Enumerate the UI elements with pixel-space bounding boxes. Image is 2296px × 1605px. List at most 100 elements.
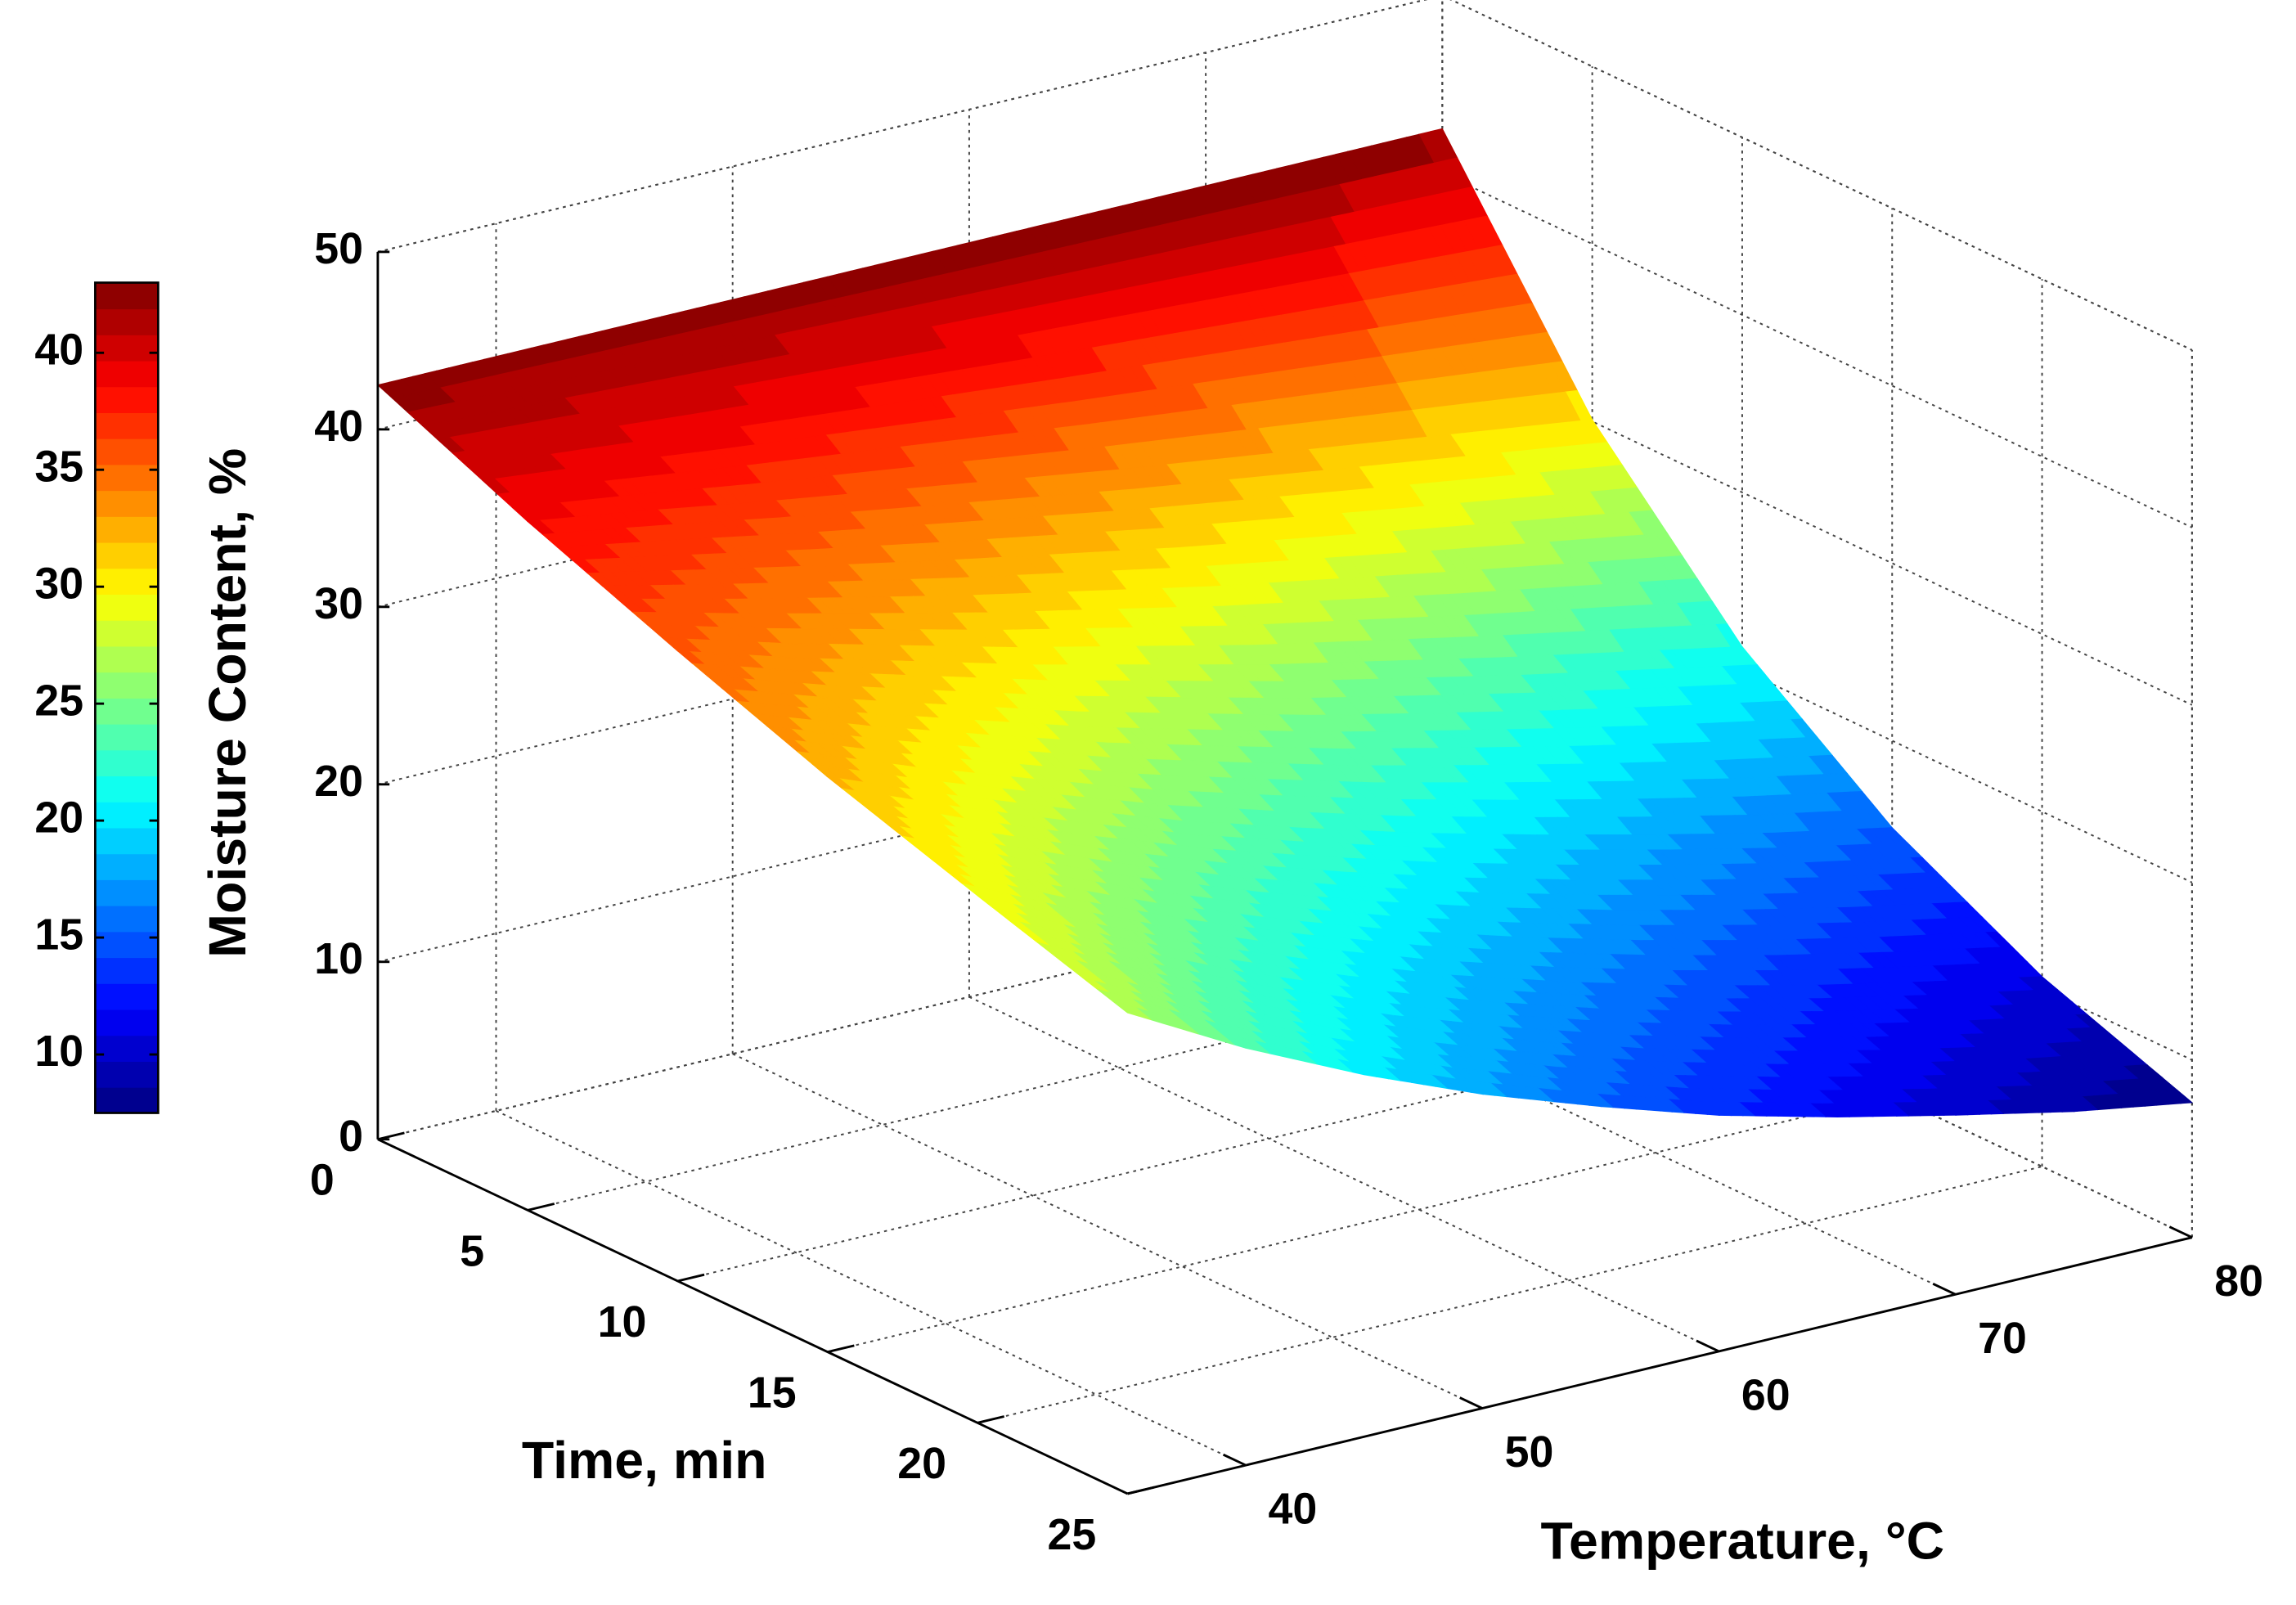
colorbar-band — [95, 619, 159, 647]
z-tick-label: 0 — [339, 1112, 363, 1161]
colorbar-tick-label: 10 — [34, 1027, 83, 1076]
z-axis-title: Moisture Content, % — [198, 448, 257, 958]
x-tick — [827, 1344, 855, 1354]
x-axis — [377, 1138, 1129, 1495]
surface-cell — [1031, 664, 1302, 829]
x-tick — [677, 1273, 705, 1283]
y-tick-label: 60 — [1741, 1370, 1791, 1419]
z-tick-label: 50 — [314, 224, 363, 273]
surface-cell — [1504, 651, 1775, 836]
surface-cell — [825, 776, 1097, 925]
colorbar-band — [95, 542, 159, 569]
colorbar-band — [95, 645, 159, 673]
z-tick-label: 30 — [314, 579, 363, 628]
surface-facet — [1112, 1000, 1140, 1017]
y-tick-label: 40 — [1268, 1485, 1317, 1534]
surface-cell — [1773, 827, 2043, 983]
surface-cell — [1355, 431, 1625, 659]
colorbar-band — [95, 698, 159, 725]
colorbar-band — [95, 853, 159, 880]
colorbar-band — [95, 776, 159, 802]
colorbar-band — [95, 723, 159, 751]
colorbar-band — [95, 801, 159, 829]
colorbar-band — [95, 1009, 159, 1036]
colorbar-band — [95, 568, 159, 596]
y-axis-title: Temperature, °C — [1540, 1512, 1944, 1571]
surface-cell — [977, 895, 1247, 1049]
grid-line — [977, 1166, 2042, 1424]
surface-cell — [1804, 981, 2075, 1116]
y-axis — [1127, 1236, 2193, 1495]
colorbar-band — [95, 827, 159, 855]
surface-cell — [645, 501, 915, 663]
grid-line — [1441, 882, 2193, 1239]
surface-cell — [1118, 456, 1389, 666]
colorbar-band — [95, 464, 159, 492]
grid-line — [496, 1110, 1247, 1467]
colorbar-tick-label: 25 — [34, 676, 83, 725]
colorbar-band — [95, 308, 159, 335]
surface-cell — [1473, 419, 1743, 653]
surface-cell — [1063, 807, 1334, 964]
surface-cell — [1331, 962, 1602, 1108]
surface-cell — [1536, 834, 1807, 987]
surface-cell — [676, 650, 948, 796]
colorbar-band — [95, 931, 159, 959]
y-tick — [1932, 1282, 1957, 1296]
colorbar-band — [95, 957, 159, 984]
z-tick-label: 10 — [314, 934, 363, 983]
colorbar-band — [95, 282, 159, 310]
x-tick — [527, 1203, 555, 1212]
grid-line — [1441, 349, 2193, 706]
x-tick-label: 10 — [598, 1297, 647, 1346]
x-axis-title: Time, min — [522, 1431, 767, 1490]
colorbar-tick-label: 20 — [34, 793, 83, 842]
surface-cell — [1623, 646, 1894, 834]
surface-cell — [1922, 976, 2194, 1113]
colorbar-band — [95, 672, 159, 699]
surface-cell — [495, 327, 766, 511]
surface-cell — [944, 794, 1216, 948]
surface-cell — [376, 356, 647, 523]
colorbar-band — [95, 905, 159, 933]
colorbar-band — [95, 982, 159, 1010]
surface-cell — [1449, 974, 1721, 1116]
surface-cell — [1205, 156, 1475, 446]
y-tick — [1696, 1339, 1720, 1353]
x-tick-label: 15 — [748, 1369, 797, 1418]
colorbar-band — [95, 1061, 159, 1088]
surface-cell — [968, 214, 1238, 470]
x-tick — [377, 1131, 405, 1141]
surface-cell — [763, 490, 1034, 666]
surface-cell — [1323, 128, 1593, 433]
colorbar-band — [95, 360, 159, 388]
surface-cell — [1299, 827, 1570, 983]
grid-line — [827, 1095, 1893, 1353]
surface-cell — [731, 270, 1002, 492]
y-tick — [2168, 1225, 2193, 1239]
colorbar-band — [95, 334, 159, 362]
surface-cell — [1212, 946, 1485, 1095]
surface-cell — [1268, 660, 1539, 836]
surface-cell — [1095, 924, 1365, 1076]
grid-line — [968, 996, 1719, 1352]
grid-line — [1441, 172, 2193, 528]
grid-line — [1205, 939, 1957, 1296]
colorbar-band — [95, 1035, 159, 1062]
colorbar-band — [95, 438, 159, 465]
colorbar-tick-label: 40 — [34, 325, 83, 374]
z-tick-label: 20 — [314, 757, 363, 806]
colorbar-tick-label: 15 — [34, 910, 83, 959]
x-tick-label: 20 — [897, 1439, 946, 1488]
colorbar-tick-label: 35 — [34, 442, 83, 491]
colorbar-band — [95, 749, 159, 777]
y-tick-label: 70 — [1978, 1314, 2027, 1363]
surface-cell — [526, 510, 798, 659]
colorbar-band — [95, 879, 159, 906]
colorbar-band — [95, 386, 159, 413]
colorbar-band — [95, 515, 159, 543]
z-tick-label: 40 — [314, 402, 363, 451]
surface-cell — [1000, 469, 1270, 666]
grid-line — [732, 1053, 1483, 1409]
